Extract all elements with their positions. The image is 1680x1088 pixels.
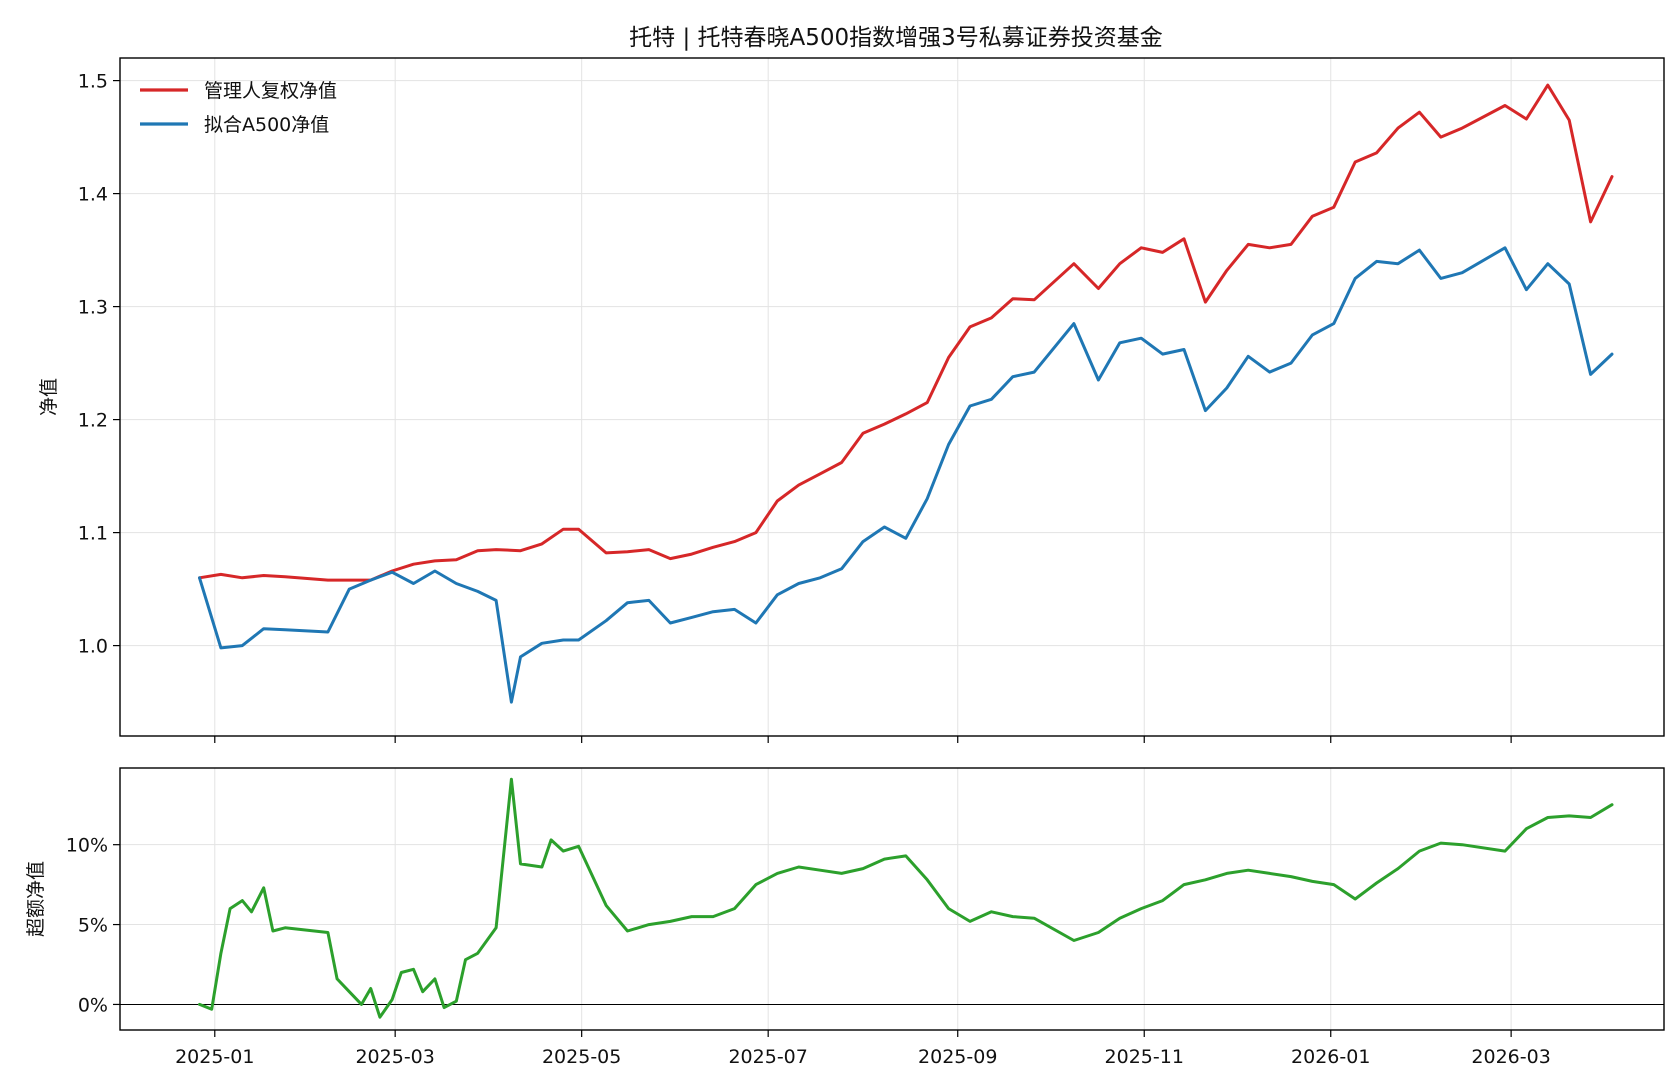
bottom-y-tick-label: 5%: [78, 915, 108, 937]
top-y-tick-label: 1.5: [78, 71, 108, 93]
bottom-y-tick-label: 0%: [78, 994, 108, 1016]
legend-label-fitted-a500: 拟合A500净值: [204, 114, 329, 136]
bottom-panel-series: [198, 777, 1614, 1019]
top-series-line-0: [198, 83, 1614, 582]
x-tick-label: 2025-03: [355, 1046, 434, 1068]
x-tick-label: 2025-07: [728, 1046, 807, 1068]
x-tick-label: 2026-01: [1291, 1046, 1370, 1068]
bottom-panel-frame: [119, 767, 1665, 1031]
x-tick-label: 2026-03: [1471, 1046, 1550, 1068]
x-tick-label: 2025-05: [542, 1046, 621, 1068]
top-series-line-1: [198, 246, 1614, 704]
top-panel-ylabel: 净值: [38, 378, 60, 416]
bottom-panel-ylabel: 超额净值: [25, 861, 47, 937]
legend-label-manager-nav: 管理人复权净值: [204, 80, 337, 102]
top-panel-x-ticks: [214, 736, 1512, 743]
x-tick-label: 2025-01: [175, 1046, 254, 1068]
top-panel-series: [198, 83, 1614, 704]
x-tick-label: 2025-09: [918, 1046, 997, 1068]
bottom-panel-y-ticks: 0% 5% 10%: [66, 835, 120, 1016]
top-y-tick-label: 1.3: [78, 297, 108, 319]
x-tick-label: 2025-11: [1105, 1046, 1184, 1068]
top-y-tick-label: 1.1: [78, 523, 108, 545]
top-y-tick-label: 1.0: [78, 636, 108, 658]
chart-title: 托特 | 托特春晓A500指数增强3号私募证券投资基金: [629, 25, 1163, 51]
top-y-tick-label: 1.4: [78, 184, 108, 206]
legend: 管理人复权净值 拟合A500净值: [140, 80, 337, 136]
bottom-panel-x-ticks: 2025-01 2025-03 2025-05 2025-07 2025-09 2025-…: [175, 1030, 1551, 1068]
top-panel-frame: [119, 57, 1665, 737]
bottom-y-tick-label: 10%: [66, 835, 108, 857]
top-panel-y-ticks: 1.0 1.1 1.2 1.3 1.4 1.5: [78, 71, 120, 658]
top-y-tick-label: 1.2: [78, 410, 108, 432]
excess-series-line-0: [198, 777, 1614, 1019]
